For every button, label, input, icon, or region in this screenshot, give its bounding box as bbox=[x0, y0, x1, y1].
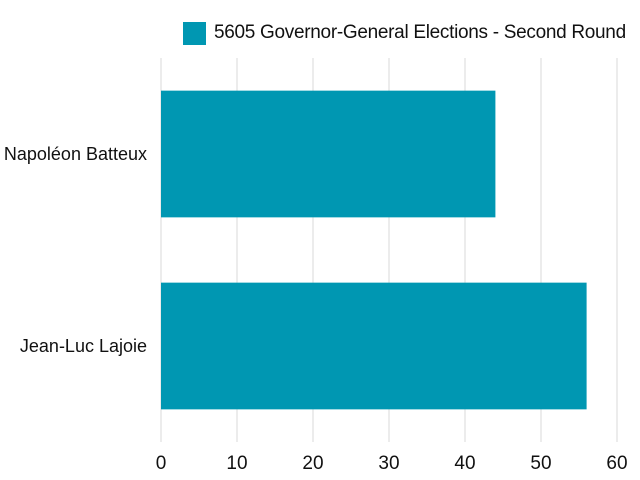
x-tick-label: 60 bbox=[606, 453, 627, 474]
x-tick-label: 0 bbox=[156, 453, 167, 474]
bar bbox=[161, 282, 587, 410]
category-label: Jean-Luc Lajoie bbox=[20, 336, 147, 356]
x-tick-label: 20 bbox=[302, 453, 323, 474]
chart-legend: 5605 Governor-General Elections - Second… bbox=[183, 20, 626, 46]
x-tick-label: 30 bbox=[378, 453, 399, 474]
category-label: Napoléon Batteux bbox=[4, 144, 147, 164]
x-tick-label: 50 bbox=[530, 453, 551, 474]
legend-swatch bbox=[183, 21, 206, 45]
bar bbox=[161, 90, 496, 218]
legend-label: 5605 Governor-General Elections - Second… bbox=[214, 22, 626, 43]
x-tick-label: 10 bbox=[226, 453, 247, 474]
x-tick-label: 40 bbox=[454, 453, 475, 474]
